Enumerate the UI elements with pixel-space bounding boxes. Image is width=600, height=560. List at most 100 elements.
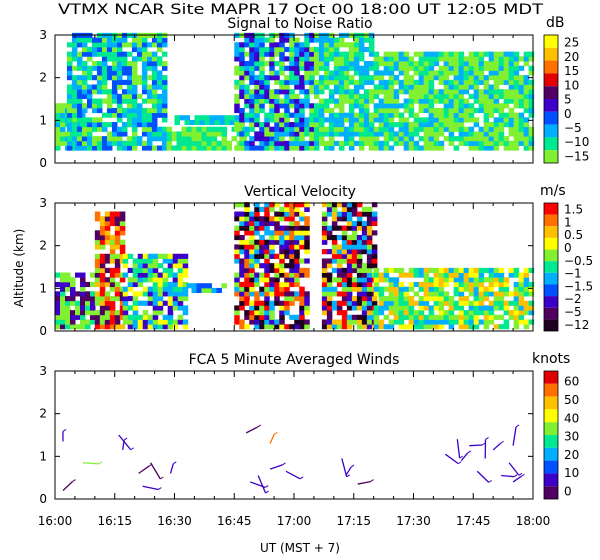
snr-cell [309, 56, 315, 62]
vv-cell [498, 296, 505, 302]
snr-cell [418, 79, 425, 85]
vv-cell [356, 211, 363, 217]
snr-cell [523, 131, 530, 137]
vv-cell [393, 286, 400, 292]
vv-cell [351, 300, 358, 306]
snr-cell [413, 79, 420, 85]
x-tick-labels: 16:00 16:15 16:30 16:45 17:00 17:15 17:30 17:45… [38, 514, 551, 528]
snr-cell [239, 93, 245, 99]
vv-cell [109, 296, 116, 302]
snr-cell [66, 84, 73, 90]
snr-cell [428, 107, 435, 114]
snr-cell [353, 84, 360, 90]
snr-cell [81, 131, 88, 137]
snr-cell [343, 89, 350, 95]
snr-cell [259, 79, 265, 85]
snr-cell [353, 46, 360, 53]
snr-cell [254, 75, 260, 81]
snr-cell [66, 107, 73, 114]
snr-cell [151, 42, 158, 48]
wind-barb-flag [72, 479, 76, 483]
snr-cell [254, 51, 260, 57]
vv-cell [177, 305, 184, 311]
vv-cell [109, 319, 116, 325]
snr-cell [259, 131, 265, 137]
vv-cell [239, 225, 245, 231]
snr-cell [528, 98, 535, 104]
snr-cell [186, 131, 193, 137]
vv-cell [336, 272, 343, 278]
vv-cell [80, 305, 86, 311]
vv-cell [498, 291, 505, 297]
vv-cell [274, 225, 280, 231]
snr-cell [249, 93, 255, 99]
snr-cell [76, 79, 83, 85]
vv-cell [289, 230, 295, 236]
snr-cell [81, 84, 88, 90]
vv-cell [366, 253, 373, 259]
snr-cell [234, 122, 240, 128]
snr-cell [116, 131, 123, 137]
vv-cell [498, 281, 505, 288]
snr-cell [353, 70, 360, 76]
snr-cell [76, 140, 83, 146]
snr-cell [448, 140, 455, 146]
colorbar-label: −0.5 [564, 254, 593, 268]
vv-cell [254, 281, 260, 288]
snr-cell [239, 122, 245, 128]
vv-cell [321, 272, 328, 278]
snr-cell [383, 84, 390, 90]
vv-cell [269, 291, 275, 297]
snr-cell [413, 145, 420, 151]
vv-cell [196, 287, 202, 294]
vv-cell [142, 253, 149, 259]
snr-cell [353, 65, 360, 71]
snr-cell [191, 126, 198, 132]
snr-cell [239, 51, 245, 57]
snr-cell [91, 98, 98, 104]
vv-cell [109, 220, 116, 227]
snr-cell [224, 119, 230, 126]
snr-cell [199, 119, 205, 126]
vv-cell [114, 235, 121, 241]
snr-cell [121, 145, 128, 151]
vv-cell [321, 225, 328, 231]
vv-cell [90, 300, 96, 306]
snr-cell [513, 103, 520, 109]
snr-cell [398, 126, 405, 132]
snr-cell [428, 70, 435, 76]
snr-cell [513, 56, 520, 62]
snr-cell [121, 37, 128, 43]
vv-cell [408, 314, 415, 320]
vv-cell [321, 258, 328, 264]
snr-cell [458, 98, 465, 104]
snr-cell [131, 65, 138, 71]
snr-cell [388, 107, 395, 114]
snr-cell [131, 93, 138, 99]
vv-cell [254, 211, 260, 217]
snr-cell [353, 93, 360, 99]
snr-cell [433, 51, 440, 57]
snr-cell [443, 103, 450, 109]
snr-cell [309, 70, 315, 76]
vv-cell [413, 319, 420, 325]
vv-cell [383, 277, 390, 283]
snr-cell [483, 84, 490, 90]
vv-cell [109, 258, 116, 264]
vv-cell [264, 258, 270, 264]
vv-cell [269, 244, 275, 250]
vv-cell [493, 272, 500, 278]
snr-cell [234, 51, 240, 57]
wind-barb-flag [513, 474, 518, 478]
vv-cell [259, 324, 265, 330]
x-axis-label: UT (MST + 7) [260, 541, 340, 555]
vv-cell [336, 244, 343, 250]
snr-cell [279, 46, 285, 53]
snr-cell [106, 65, 113, 71]
vv-cell [468, 286, 475, 292]
snr-cell [111, 84, 118, 90]
snr-cell [363, 122, 370, 128]
vv-cell [152, 272, 159, 278]
snr-cell [323, 46, 330, 53]
vv-cell [147, 258, 154, 264]
